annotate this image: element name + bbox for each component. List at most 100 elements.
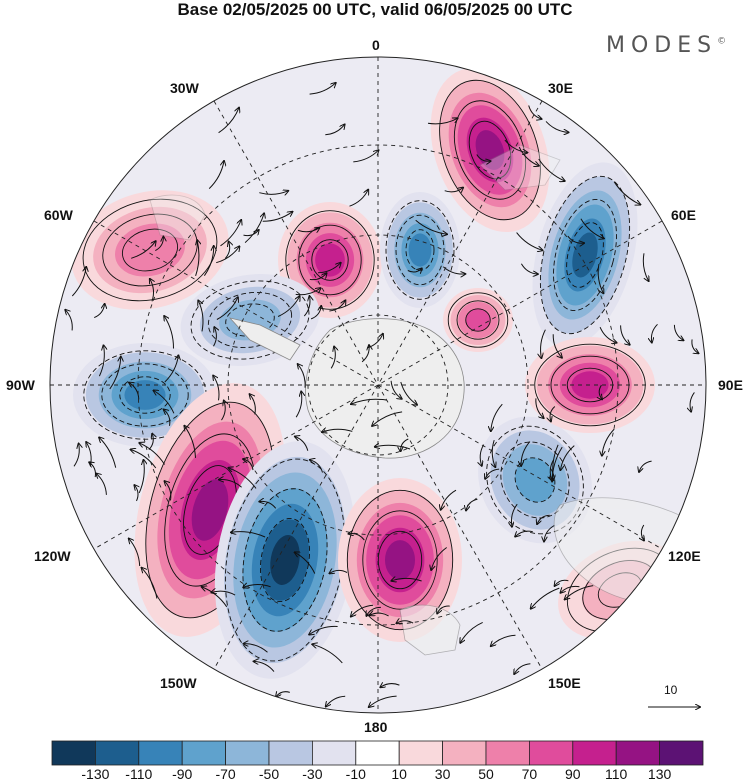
wind-streamline <box>259 501 277 509</box>
wind-streamline <box>375 445 411 450</box>
wind-streamline <box>322 429 353 432</box>
wind-streamline <box>599 384 602 399</box>
wind-streamline <box>216 297 238 320</box>
wind-streamline <box>164 410 171 426</box>
map-boundary <box>49 56 707 714</box>
reference-vector-label: 10 <box>664 683 678 697</box>
colorbar-cell <box>485 740 530 766</box>
wind-streamline <box>220 220 242 247</box>
longitude-label-90w: 90W <box>6 377 35 393</box>
wind-streamline <box>353 150 378 163</box>
longitude-label-120e: 120E <box>668 548 701 564</box>
wind-streamline <box>560 445 575 471</box>
stream-contour-line <box>566 222 604 288</box>
stream-contour-line <box>500 441 570 519</box>
wind-streamline <box>231 532 266 538</box>
wind-streamline <box>303 296 310 317</box>
wind-streamline <box>366 334 383 349</box>
wind-streamline <box>651 323 658 342</box>
wind-streamline <box>565 585 594 600</box>
wind-streamline <box>691 339 699 353</box>
wind-streamline <box>218 108 239 134</box>
colorbar-tick-label: -30 <box>302 766 323 782</box>
wind-streamline <box>366 606 381 616</box>
wind-streamline <box>555 579 569 586</box>
wind-streamline <box>198 301 204 332</box>
colorbar-cell <box>442 740 487 766</box>
colorbar-cell <box>138 740 183 766</box>
stream-contour-line <box>362 510 438 610</box>
stream-contour-line <box>539 175 631 335</box>
wind-streamline <box>349 190 369 207</box>
wind-streamline <box>602 428 615 456</box>
wind-streamline <box>184 426 196 458</box>
colorbar-cell <box>51 740 96 766</box>
wind-streamline <box>372 411 403 426</box>
wind-streamline <box>208 161 224 189</box>
wind-streamline <box>330 347 335 369</box>
longitude-label-0: 0 <box>372 37 380 53</box>
wind-streamline <box>528 105 542 120</box>
stream-contour-line <box>453 100 527 200</box>
wind-streamline <box>131 450 157 469</box>
wind-streamline <box>431 547 447 570</box>
wind-streamline <box>476 154 491 162</box>
stream-contour-line <box>207 291 293 349</box>
wind-streamline <box>641 524 644 541</box>
longitude-label-90e: 90E <box>718 377 743 393</box>
wind-streamline <box>138 460 144 494</box>
brand-name: MODES <box>606 33 718 58</box>
stream-contour-line <box>102 213 198 287</box>
wind-streamline <box>164 355 179 383</box>
wind-streamline <box>351 604 374 616</box>
wind-streamline <box>318 263 341 274</box>
wind-streamline <box>243 230 259 237</box>
longitude-label-180: 180 <box>364 719 388 735</box>
stream-contour-line <box>119 376 171 414</box>
stream-contour-line <box>553 198 617 312</box>
wind-streamline <box>213 327 217 347</box>
wind-streamline <box>639 460 652 472</box>
wind-streamline <box>129 539 141 567</box>
wind-streamline <box>142 568 158 599</box>
wind-streamline <box>521 441 531 466</box>
wind-streamline <box>642 253 648 281</box>
wind-streamline <box>597 264 603 293</box>
wind-streamline <box>109 357 121 390</box>
wind-streamline <box>491 403 503 431</box>
wind-streamline <box>511 503 518 527</box>
anomaly-contour <box>408 233 432 267</box>
wind-streamline <box>330 570 348 573</box>
wind-streamline <box>98 345 104 377</box>
colorbar-tick-label: 50 <box>478 766 494 782</box>
anomaly-contour <box>191 479 229 541</box>
wind-streamline <box>219 480 242 488</box>
wind-streamline <box>349 534 365 541</box>
wind-streamline <box>599 327 616 343</box>
wind-streamline <box>254 661 275 672</box>
wind-streamline <box>553 444 559 480</box>
wind-streamline <box>326 695 346 706</box>
wind-streamline <box>415 219 447 234</box>
wind-streamline <box>444 188 463 192</box>
wind-streamline <box>427 118 458 125</box>
stream-contour-line <box>439 79 541 221</box>
anomaly-contour <box>115 223 185 277</box>
longitude-label-60w: 60W <box>44 207 73 223</box>
polar-stereographic-map <box>49 56 707 714</box>
stream-contour-line <box>242 488 328 632</box>
wind-streamline <box>224 242 229 259</box>
wind-streamline <box>309 625 338 634</box>
colorbar-cell <box>268 740 313 766</box>
wind-streamline <box>295 288 321 296</box>
wind-streamline <box>492 439 495 467</box>
wind-streamline <box>211 591 236 596</box>
stream-contour-line <box>346 489 454 631</box>
wind-streamline <box>155 237 163 252</box>
stream-contour-line <box>311 239 349 281</box>
wind-streamline <box>309 273 327 281</box>
wind-streamline <box>71 267 86 297</box>
wind-streamline <box>329 300 345 312</box>
wind-streamline <box>515 530 533 536</box>
stream-contour-line <box>395 214 445 286</box>
